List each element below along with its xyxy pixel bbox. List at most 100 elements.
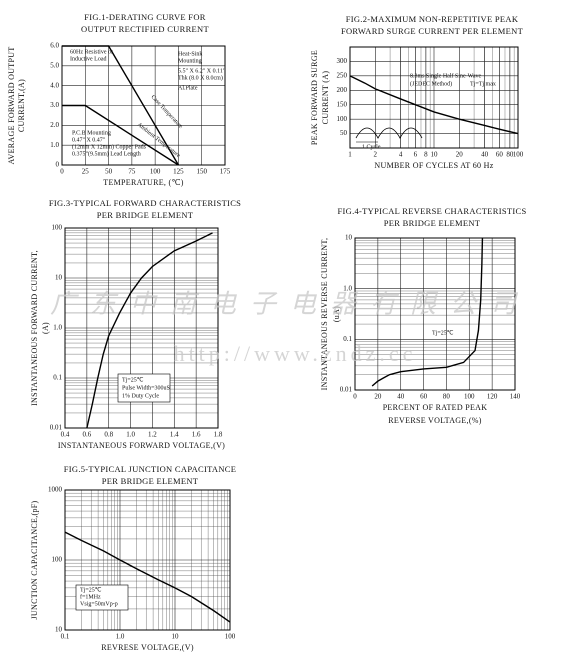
annotation: 1% Duty Cycle [122,393,159,399]
x-tick-label: 0.8 [104,431,113,439]
y-tick-label: 0 [56,161,60,169]
y-tick-label: 150 [337,100,348,108]
x-tick-label: 25 [82,168,90,176]
sine-sketch [355,127,423,139]
x-tick-label: 140 [510,393,521,401]
annotation: 8.3ms Single Half Sine-Wave [410,72,482,79]
x-tick-label: 75 [128,168,136,176]
data-line [86,232,213,429]
y-axis-label: INSTANTANEOUS REVERSE CURRENT, [320,238,329,391]
y-tick-label: 1.0 [343,284,352,292]
annotation: Thk (8.0 X 8.0cm) [178,74,223,81]
chart: FIG.1-DERATING CURVE FOR OUTPUT RECTIFIED… [7,12,231,187]
x-tick-label: 40 [481,151,489,159]
x-tick-label: 20 [456,151,464,159]
y-axis-label: (A) [41,322,50,334]
x-axis-label: NUMBER OF CYCLES AT 60 Hz [374,161,493,170]
x-tick-label: 1 [348,151,352,159]
y-tick-label: 50 [340,129,348,137]
annotation: (JEDEC Method) [410,80,452,87]
x-tick-label: 100 [464,393,475,401]
x-tick-label: 100 [225,633,236,641]
x-tick-label: 1.0 [116,633,125,641]
x-tick-label: 6 [414,151,418,159]
annotation: Mounting [178,58,202,64]
data-line [371,237,484,387]
y-tick-label: 250 [337,71,348,79]
x-axis-label: REVERSE VOLTAGE,(%) [388,416,482,425]
x-tick-label: 125 [173,168,184,176]
annotation: Tj=25℃ [122,377,144,383]
chart-subtitle: FORWARD SURGE CURRENT PER ELEMENT [341,26,524,36]
chart-subtitle: PER BRIDGE ELEMENT [97,210,194,220]
annotation: Tj=25℃ [432,330,454,336]
x-tick-label: 120 [487,393,498,401]
y-tick-label: 3.0 [50,101,59,109]
x-tick-label: 1.2 [148,431,157,439]
annotation: P.C.B Mounting [72,130,111,136]
x-tick-label: 1.6 [192,431,201,439]
y-tick-label: 0.1 [53,374,62,382]
annotation: Tj=Tj max [470,81,496,87]
x-tick-label: 8 [424,151,428,159]
chart: FIG.3-TYPICAL FORWARD CHARACTERISTICS PER… [30,198,241,450]
annotation: Vsig=50mVp-p [80,601,118,607]
y-tick-label: 2.0 [50,121,59,129]
y-tick-label: 5.0 [50,61,59,69]
plot-frame [64,227,219,429]
x-tick-label: 40 [397,393,405,401]
x-tick-label: 80 [506,151,514,159]
y-tick-label: 0.1 [343,335,352,343]
y-axis-label: AVERAGE FORWARD OUTPUT [7,46,16,164]
annotation: Al.Plate [178,85,198,91]
x-tick-label: 0 [60,168,64,176]
plot-frame [64,489,231,631]
chart-title: FIG.4-TYPICAL REVERSE CHARACTERISTICS [337,206,526,216]
chart: FIG.4-TYPICAL REVERSE CHARACTERISTICS PER… [320,206,526,425]
plot-frame [349,46,519,149]
chart-title: FIG.5-TYPICAL JUNCTION CAPACITANCE [64,464,237,474]
y-tick-label: 100 [52,224,63,232]
y-tick-label: 10 [55,626,63,634]
annotation: 1 Cycle [362,144,381,150]
y-axis-label: CURRENT (A) [321,71,330,125]
y-axis-label: (uA) [332,306,341,322]
data-line [64,531,231,623]
annotation: 5.5" X 6.2" X 0.11" [178,68,226,74]
chart: FIG.5-TYPICAL JUNCTION CAPACITANCE PER BR… [30,464,236,652]
x-tick-label: 1.4 [170,431,179,439]
x-tick-label: 10 [431,151,439,159]
data-line [349,75,519,135]
y-tick-label: 200 [337,86,348,94]
y-tick-label: 300 [337,57,348,65]
y-tick-label: 1000 [48,486,63,494]
chart-subtitle: PER BRIDGE ELEMENT [102,476,199,486]
y-axis-label: INSTANTANEOUS FORWARD CURRENT, [30,250,39,406]
x-tick-label: 10 [172,633,180,641]
chart-title: FIG.1-DERATING CURVE FOR [84,12,206,22]
chart-subtitle: OUTPUT RECTIFIED CURRENT [81,24,209,34]
x-tick-label: 60 [420,393,428,401]
x-tick-label: 0 [353,393,357,401]
y-tick-label: 1.0 [53,324,62,332]
x-tick-label: 50 [105,168,113,176]
y-tick-label: 1.0 [50,141,59,149]
charts: FIG.1-DERATING CURVE FOR OUTPUT RECTIFIED… [7,12,526,652]
annotation: 0.47" X 0.47" [72,137,106,143]
x-tick-label: 80 [443,393,451,401]
x-axis-label: INSTANTANEOUS FORWARD VOLTAGE,(V) [58,441,225,450]
x-tick-label: 0.1 [61,633,70,641]
annotation: 60Hz Resistive or [70,49,113,55]
x-axis-label: PERCENT OF RATED PEAK [383,403,488,412]
chart-title: FIG.2-MAXIMUM NON-REPETITIVE PEAK [346,14,519,24]
plot-frame [354,237,516,391]
y-axis-label: PEAK FORWARD SURGE [310,50,319,145]
y-tick-label: 6.0 [50,42,59,50]
y-tick-label: 4.0 [50,81,59,89]
y-axis-label: JUNCTION CAPACITANCE,(pF) [30,500,39,619]
annotation: (12mm X 12mm) Copper Pads [72,143,147,150]
x-tick-label: 100 [513,151,524,159]
data-line [62,45,180,166]
